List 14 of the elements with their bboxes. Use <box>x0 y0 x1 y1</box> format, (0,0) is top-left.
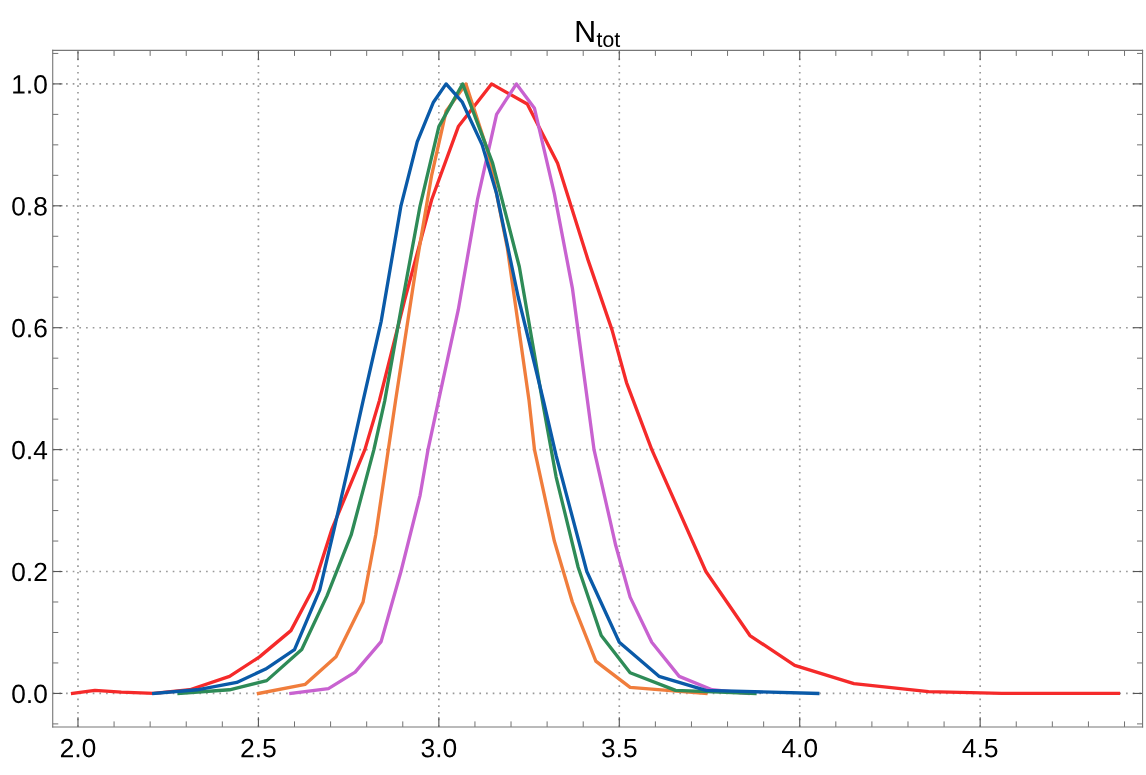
chart-title: N$_{tot}$ <box>576 20 621 48</box>
y-tick-label: 0.2 <box>12 562 47 582</box>
y-tick-label: 0.8 <box>12 196 47 216</box>
x-tick-label: 2.0 <box>60 738 96 758</box>
x-tick-label: 3.5 <box>601 738 637 758</box>
y-tick-label: 0.4 <box>12 440 48 460</box>
x-tick-label: 2.5 <box>241 738 276 758</box>
x-tick-label: 3.0 <box>421 738 457 758</box>
y-tick-label: 1.0 <box>13 75 47 94</box>
line-series <box>70 82 1121 696</box>
x-tick-label: 4.0 <box>782 738 818 758</box>
y-tick-label: 0.0 <box>12 684 47 704</box>
y-tick-label: 0.6 <box>12 318 47 338</box>
x-tick-label: 4.5 <box>962 739 998 758</box>
